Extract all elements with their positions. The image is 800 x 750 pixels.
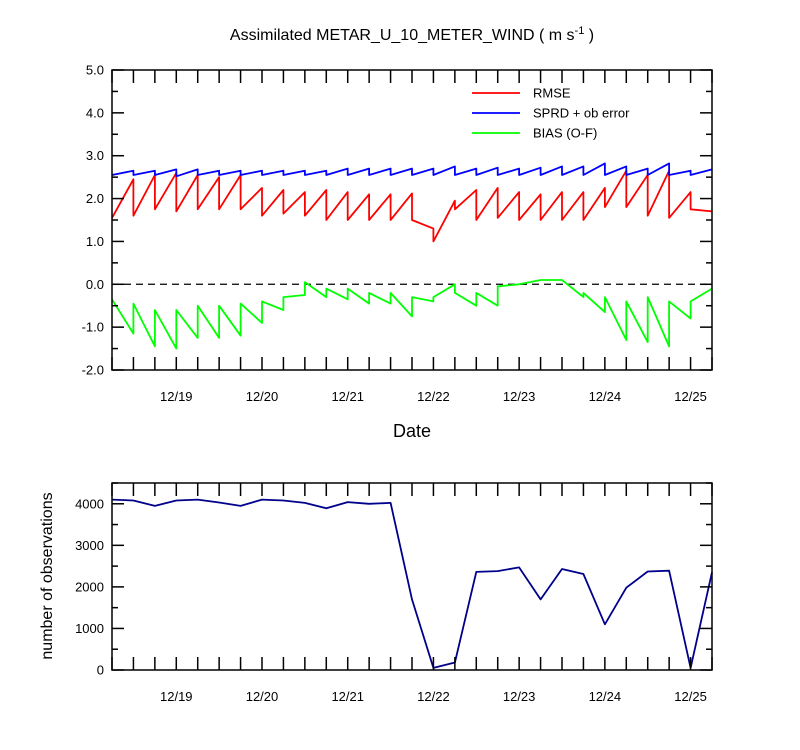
x-tick-label: 12/19 — [160, 689, 193, 704]
chart-title: Assimilated METAR_U_10_METER_WIND ( m s-… — [230, 25, 594, 44]
y-tick-label: 2000 — [75, 579, 104, 594]
y-tick-label: 0.0 — [86, 277, 104, 292]
x-tick-label: 12/24 — [589, 689, 622, 704]
y-tick-label: 3000 — [75, 538, 104, 553]
y-tick-labels: -2.0 -1.0 0.0 1.0 2.0 3.0 4.0 5.0 — [82, 63, 104, 378]
error-statistics-chart: Assimilated METAR_U_10_METER_WIND ( m s-… — [82, 25, 713, 441]
x-tick-label: 12/22 — [417, 389, 450, 404]
series-group — [111, 162, 713, 350]
y-tick-labels: 0 1000 2000 3000 4000 — [75, 496, 104, 677]
y-tick-label: 0 — [97, 663, 104, 678]
plot-frame — [111, 482, 713, 671]
x-axis-label: Date — [393, 421, 431, 441]
y-tick-label: -2.0 — [82, 363, 104, 378]
legend-label-1: SPRD + ob error — [533, 106, 630, 121]
x-tick-label: 12/21 — [331, 389, 364, 404]
x-tick-label: 12/25 — [674, 689, 707, 704]
y-axis-label: number of observations — [39, 492, 56, 659]
x-tick-label: 12/24 — [589, 389, 622, 404]
y-tick-label: 4000 — [75, 496, 104, 511]
axis-ticks — [111, 482, 713, 671]
x-tick-label: 12/21 — [331, 689, 364, 704]
series-line-0 — [111, 498, 713, 669]
y-tick-label: -1.0 — [82, 320, 104, 335]
axis-ticks — [111, 69, 713, 371]
legend-label-2: BIAS (O-F) — [533, 126, 597, 141]
series-line-1 — [111, 162, 713, 178]
x-tick-labels: 12/19 12/20 12/21 12/22 12/23 12/24 12/25 — [160, 389, 707, 404]
x-tick-label: 12/19 — [160, 389, 193, 404]
x-tick-labels: 12/19 12/20 12/21 12/22 12/23 12/24 12/25 — [160, 689, 707, 704]
y-tick-label: 1.0 — [86, 234, 104, 249]
y-tick-label: 2.0 — [86, 191, 104, 206]
series-group — [111, 498, 713, 669]
x-tick-label: 12/20 — [246, 389, 279, 404]
x-tick-label: 12/20 — [246, 689, 279, 704]
x-tick-label: 12/23 — [503, 389, 536, 404]
y-tick-label: 3.0 — [86, 148, 104, 163]
y-tick-label: 5.0 — [86, 63, 104, 78]
series-line-0 — [111, 169, 713, 243]
series-line-2 — [111, 279, 713, 350]
y-tick-label: 1000 — [75, 621, 104, 636]
x-tick-label: 12/23 — [503, 689, 536, 704]
legend-label-0: RMSE — [533, 86, 571, 101]
x-tick-label: 12/25 — [674, 389, 707, 404]
y-tick-label: 4.0 — [86, 105, 104, 120]
legend: RMSE SPRD + ob error BIAS (O-F) — [472, 86, 630, 141]
x-tick-label: 12/22 — [417, 689, 450, 704]
